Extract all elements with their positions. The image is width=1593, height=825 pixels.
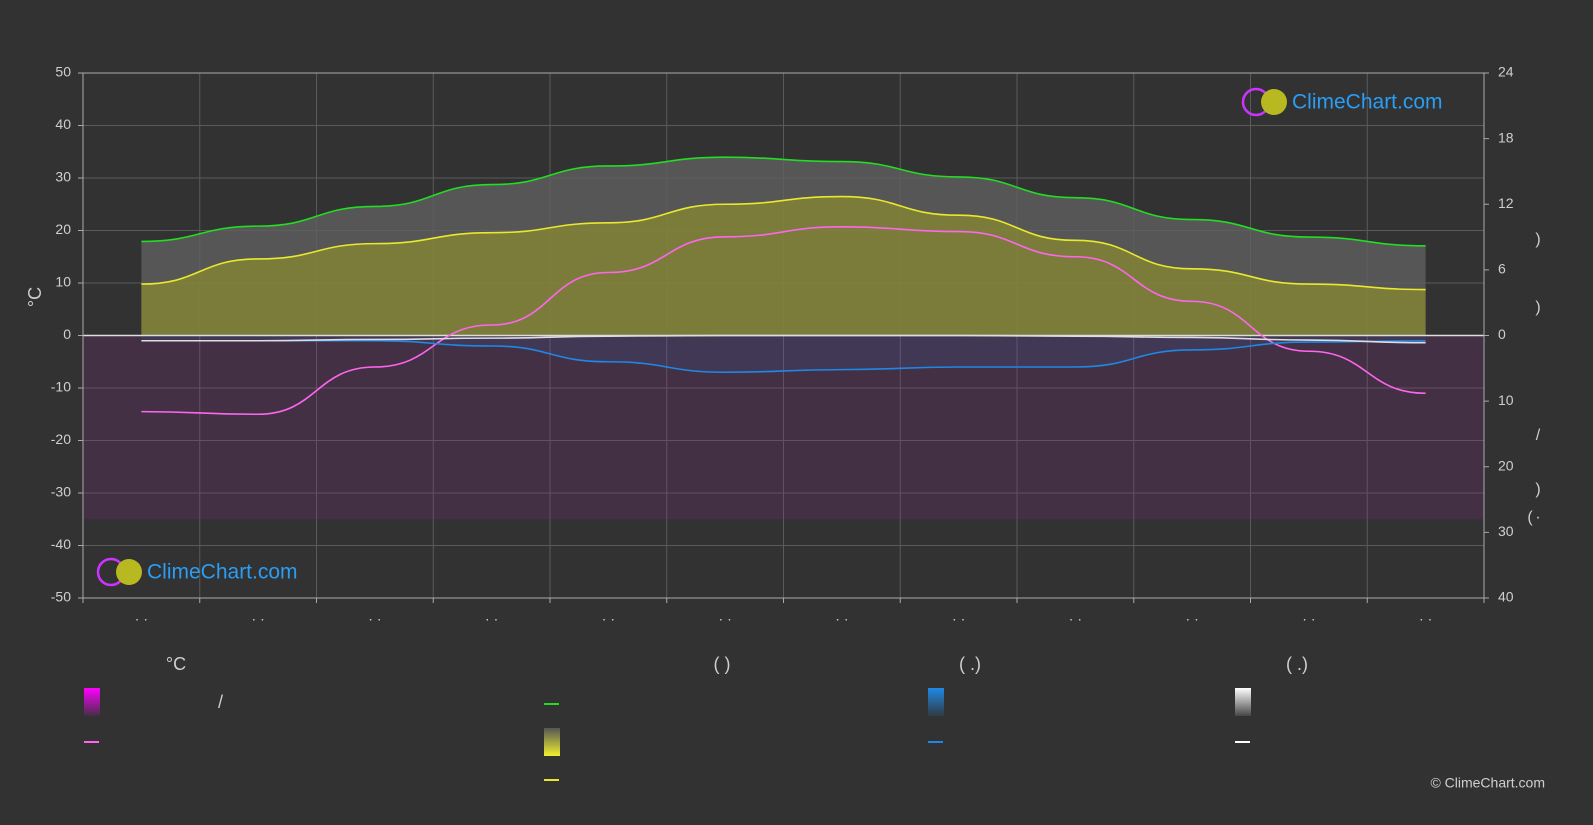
y2-axis-label: ): [1535, 231, 1540, 248]
y-axis-label: °C: [25, 287, 45, 307]
legend-header: ( .): [1286, 654, 1308, 674]
y-tick-label: 10: [55, 274, 71, 290]
y3-tick-label: 20: [1498, 457, 1514, 473]
y-tick-label: 40: [55, 116, 71, 132]
y2-axis-label: /: [1536, 427, 1541, 444]
x-tick-label: · ·: [1069, 611, 1082, 627]
logo-text: ClimeChart.com: [1292, 91, 1443, 114]
y2-axis-label: ): [1535, 299, 1540, 316]
x-tick-label: · ·: [952, 611, 965, 627]
x-tick-label: · ·: [602, 611, 615, 627]
series-line: [141, 226, 1426, 416]
y-tick-label: -40: [51, 536, 71, 552]
y2-axis-label: (: [1527, 509, 1533, 526]
y2-tick-label: 18: [1498, 129, 1514, 145]
y3-tick-label: 10: [1498, 392, 1514, 408]
legend-header: °C: [166, 654, 186, 674]
y2-tick-label: 12: [1498, 195, 1514, 211]
logo-sun: [116, 559, 142, 585]
y3-tick-label: 30: [1498, 523, 1514, 539]
y-tick-label: 20: [55, 221, 71, 237]
x-tick-label: · ·: [1302, 611, 1315, 627]
series-line: [141, 195, 1426, 291]
plot-area: -50 -40 -30 -20 -10 0 10 20 30 40 50 0 6 12 18 24 10 20 30…: [51, 64, 1541, 627]
logo: ClimeChart.com: [96, 557, 298, 587]
y-tick-label: -50: [51, 589, 71, 605]
x-tick-label: · ·: [485, 611, 498, 627]
legend-header: ( ): [714, 654, 731, 674]
x-tick-label: · ·: [719, 611, 732, 627]
series-line: [141, 339, 1426, 374]
series-line: [141, 334, 1426, 344]
copyright: © ClimeChart.com: [1430, 775, 1545, 791]
y-tick-label: 0: [63, 326, 71, 342]
legend-swatch: [928, 688, 944, 716]
series-line: [141, 156, 1426, 247]
legend-text: /: [218, 692, 223, 712]
y-tick-label: -10: [51, 379, 71, 395]
y2-tick-label: 0: [1498, 326, 1506, 342]
legend-swatch: [1235, 688, 1251, 716]
logo: ClimeChart.com: [1241, 87, 1443, 117]
y3-tick-label: 40: [1498, 589, 1514, 605]
y2-tick-label: 24: [1498, 64, 1514, 80]
x-tick-label: · ·: [368, 611, 381, 627]
x-tick-label: · ·: [252, 611, 265, 627]
logo-sun: [1261, 89, 1287, 115]
plot-frame: [82, 72, 1485, 599]
y-tick-label: -30: [51, 484, 71, 500]
y2-axis-label: ·: [1535, 509, 1540, 526]
x-tick-label: · ·: [835, 611, 848, 627]
y2-tick-label: 6: [1498, 261, 1506, 277]
y-tick-label: -20: [51, 431, 71, 447]
series-area: [141, 196, 1426, 336]
logo-text: ClimeChart.com: [147, 561, 298, 584]
legend-header: ( .): [959, 654, 981, 674]
legend-swatch: [544, 728, 560, 756]
temp-band: [83, 335, 1484, 520]
x-tick-label: · ·: [1419, 611, 1432, 627]
legend-swatch: [84, 688, 100, 716]
y2-axis-label: ): [1535, 481, 1540, 498]
y-tick-label: 30: [55, 169, 71, 185]
x-tick-label: · ·: [135, 611, 148, 627]
y-tick-label: 50: [55, 64, 71, 80]
x-tick-label: · ·: [1186, 611, 1199, 627]
